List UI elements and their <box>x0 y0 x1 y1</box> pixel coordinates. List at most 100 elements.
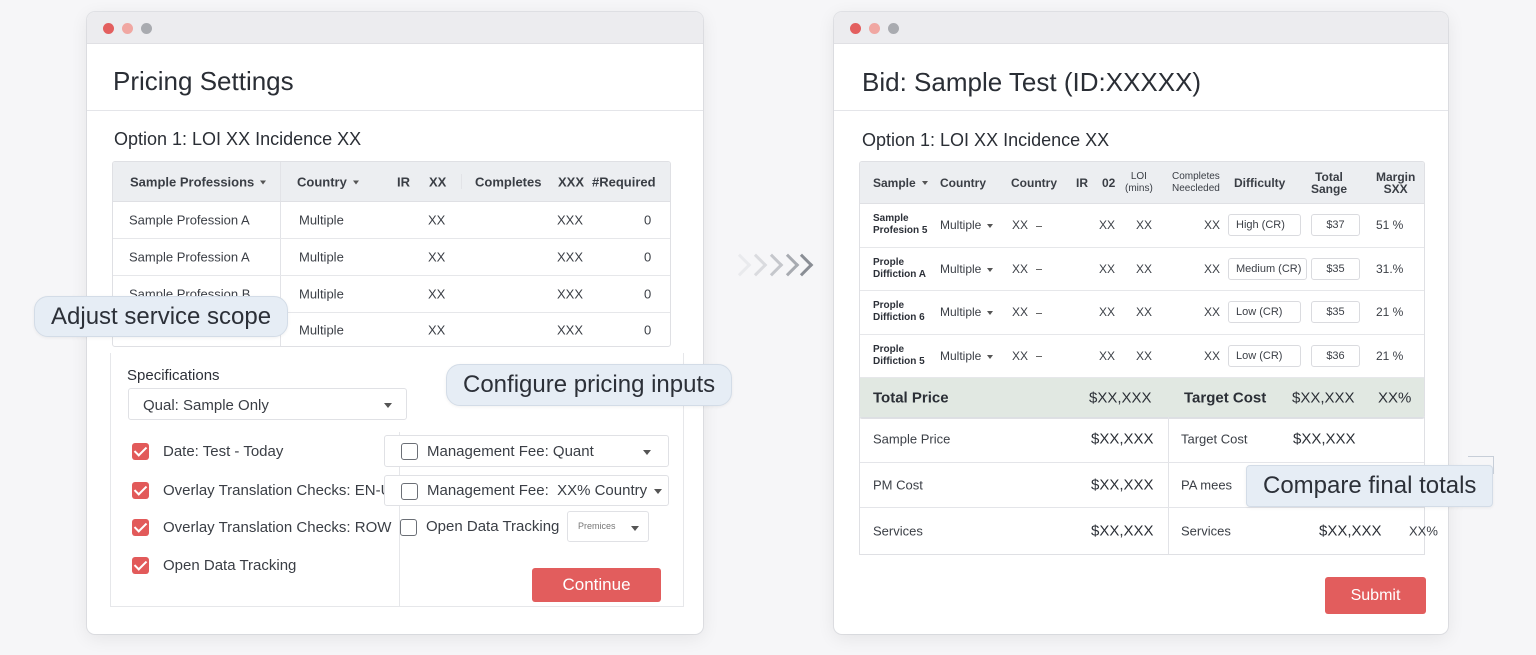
country-stepper[interactable]: XX <box>1012 305 1043 319</box>
minus-icon <box>1036 225 1043 227</box>
window-titlebar <box>87 12 703 44</box>
close-window-button[interactable] <box>850 23 861 34</box>
chevron-down-icon <box>987 311 994 316</box>
submit-button[interactable]: Submit <box>1325 577 1426 614</box>
price-field[interactable]: $35 <box>1311 301 1360 324</box>
table-row[interactable]: Sample Profesion 5 Multiple XX XX XX XX H… <box>860 204 1424 248</box>
minus-icon <box>1036 269 1043 271</box>
management-fee-country-select[interactable]: Management Fee: XX% Country <box>384 475 669 506</box>
total-price-value: $XX,XXX <box>1089 389 1152 406</box>
bid-window: Bid: Sample Test (ID:XXXXX) Option 1: LO… <box>834 12 1448 634</box>
chevron-right-icon <box>748 253 761 277</box>
header-difficulty: Difficulty <box>1234 175 1286 190</box>
close-window-button[interactable] <box>103 23 114 34</box>
chevron-down-icon <box>384 403 392 408</box>
minimize-window-button[interactable] <box>869 23 880 34</box>
header-xx: XX <box>429 174 447 189</box>
header-sample[interactable]: Sample <box>873 177 928 189</box>
open-data-tracking-label: Open Data Tracking <box>163 557 297 574</box>
continue-button[interactable]: Continue <box>532 568 661 602</box>
header-completes: Completes <box>475 174 542 189</box>
maximize-window-button[interactable] <box>141 23 152 34</box>
chevron-right-icon <box>764 253 777 277</box>
target-cost-label: Target Cost <box>1184 389 1267 406</box>
header-country: Country <box>940 175 986 190</box>
open-data-tracking-right-label: Open Data Tracking <box>426 518 560 535</box>
open-data-tracking-right-checkbox[interactable] <box>400 519 417 536</box>
header-ir: IR <box>397 174 410 189</box>
date-checkbox[interactable] <box>132 443 149 460</box>
bid-title: Bid: Sample Test (ID:XXXXX) <box>862 67 1202 97</box>
sort-caret-icon <box>921 181 928 186</box>
management-fee-quant-checkbox[interactable] <box>401 443 418 460</box>
header-xxx: XXX <box>558 174 585 189</box>
country-stepper[interactable]: XX <box>1012 262 1043 276</box>
header-completes: Completes Neecleded <box>1172 170 1220 194</box>
chevron-down-icon <box>987 267 994 272</box>
header-country-2: Country <box>1011 175 1057 190</box>
table-row[interactable]: Sample Profession A Multiple XX XXX 0 <box>113 202 670 239</box>
target-cost-value: $XX,XXX <box>1292 389 1355 406</box>
table-row[interactable]: Prople Diffiction 5 Multiple XX XX XX XX … <box>860 335 1424 378</box>
header-sample-professions[interactable]: Sample Professions <box>130 174 267 189</box>
page-title: Pricing Settings <box>113 66 294 96</box>
header-total: Total Sange <box>1311 169 1348 196</box>
header-margin: Margin SXX <box>1376 169 1416 196</box>
summary-row: Services $XX,XXX Services $XX,XXX XX% <box>873 522 1438 540</box>
overlay-enus-checkbox[interactable] <box>132 482 149 499</box>
callout-corner-marker <box>1468 456 1494 474</box>
table-row[interactable]: Multiple XX XXX 0 <box>113 313 670 346</box>
overlay-row-label: Overlay Translation Checks: ROW <box>163 519 392 536</box>
specifications-label: Specifications <box>127 367 220 384</box>
bid-table: Sample Country Country IR 02 LOI (mins) C… <box>859 161 1425 419</box>
spec-select[interactable]: Qual: Sample Only <box>128 388 407 420</box>
country-stepper[interactable]: XX <box>1012 218 1043 232</box>
total-margin-value: XX% <box>1378 389 1412 406</box>
minimize-window-button[interactable] <box>122 23 133 34</box>
table-row[interactable]: Sample Profession A Multiple XX XXX 0 <box>113 239 670 276</box>
country-dropdown[interactable]: Multiple <box>940 218 994 232</box>
callout-configure-inputs: Configure pricing inputs <box>446 364 733 406</box>
header-country[interactable]: Country <box>297 174 359 189</box>
callout-compare-totals: Compare final totals <box>1246 465 1494 507</box>
pricing-settings-window: Pricing Settings Option 1: LOI XX Incide… <box>87 12 703 634</box>
difficulty-field[interactable]: Low (CR) <box>1228 344 1301 367</box>
header-required: #Required <box>592 174 656 189</box>
total-price-row: Total Price $XX,XXX Target Cost $XX,XXX … <box>860 378 1424 418</box>
chevron-down-icon <box>631 526 639 531</box>
country-dropdown[interactable]: Multiple <box>940 349 994 363</box>
price-field[interactable]: $36 <box>1311 344 1360 367</box>
overlay-row-checkbox[interactable] <box>132 519 149 536</box>
management-fee-country-checkbox[interactable] <box>401 483 418 500</box>
country-stepper[interactable]: XX <box>1012 349 1043 363</box>
management-fee-quant-select[interactable]: Management Fee: Quant <box>384 435 669 467</box>
table-row[interactable]: Prople Diffiction 6 Multiple XX XX XX XX … <box>860 291 1424 335</box>
option-heading: Option 1: LOI XX Incidence XX <box>862 130 1110 150</box>
chevron-right-icon <box>732 253 745 277</box>
sort-caret-icon <box>260 180 267 185</box>
summary-table: Sample Price $XX,XXX Target Cost $XX,XXX… <box>859 417 1438 555</box>
chevron-down-icon <box>352 180 359 185</box>
minus-icon <box>1036 356 1043 358</box>
header-ir: IR <box>1076 175 1088 190</box>
specifications-panel <box>110 353 684 607</box>
chevron-down-icon <box>654 489 662 494</box>
date-label: Date: Test - Today <box>163 443 284 460</box>
difficulty-field[interactable]: Medium (CR) <box>1228 257 1307 280</box>
overlay-enus-label: Overlay Translation Checks: EN-US <box>163 482 389 499</box>
table-header: Sample Country Country IR 02 LOI (mins) C… <box>860 162 1424 204</box>
summary-row: PM Cost $XX,XXX PA mees <box>860 463 1424 508</box>
difficulty-field[interactable]: High (CR) <box>1228 214 1301 237</box>
open-data-tracking-checkbox[interactable] <box>132 557 149 574</box>
price-field[interactable]: $37 <box>1311 214 1360 237</box>
price-field[interactable]: $35 <box>1311 257 1360 280</box>
minus-icon <box>1036 312 1043 314</box>
premium-select[interactable]: Premices <box>567 511 649 542</box>
chevron-down-icon <box>643 450 651 455</box>
maximize-window-button[interactable] <box>888 23 899 34</box>
country-dropdown[interactable]: Multiple <box>940 305 994 319</box>
difficulty-field[interactable]: Low (CR) <box>1228 301 1301 324</box>
country-dropdown[interactable]: Multiple <box>940 262 994 276</box>
table-row[interactable]: Prople Diffiction A Multiple XX XX XX XX … <box>860 248 1424 291</box>
callout-adjust-scope: Adjust service scope <box>34 296 289 337</box>
